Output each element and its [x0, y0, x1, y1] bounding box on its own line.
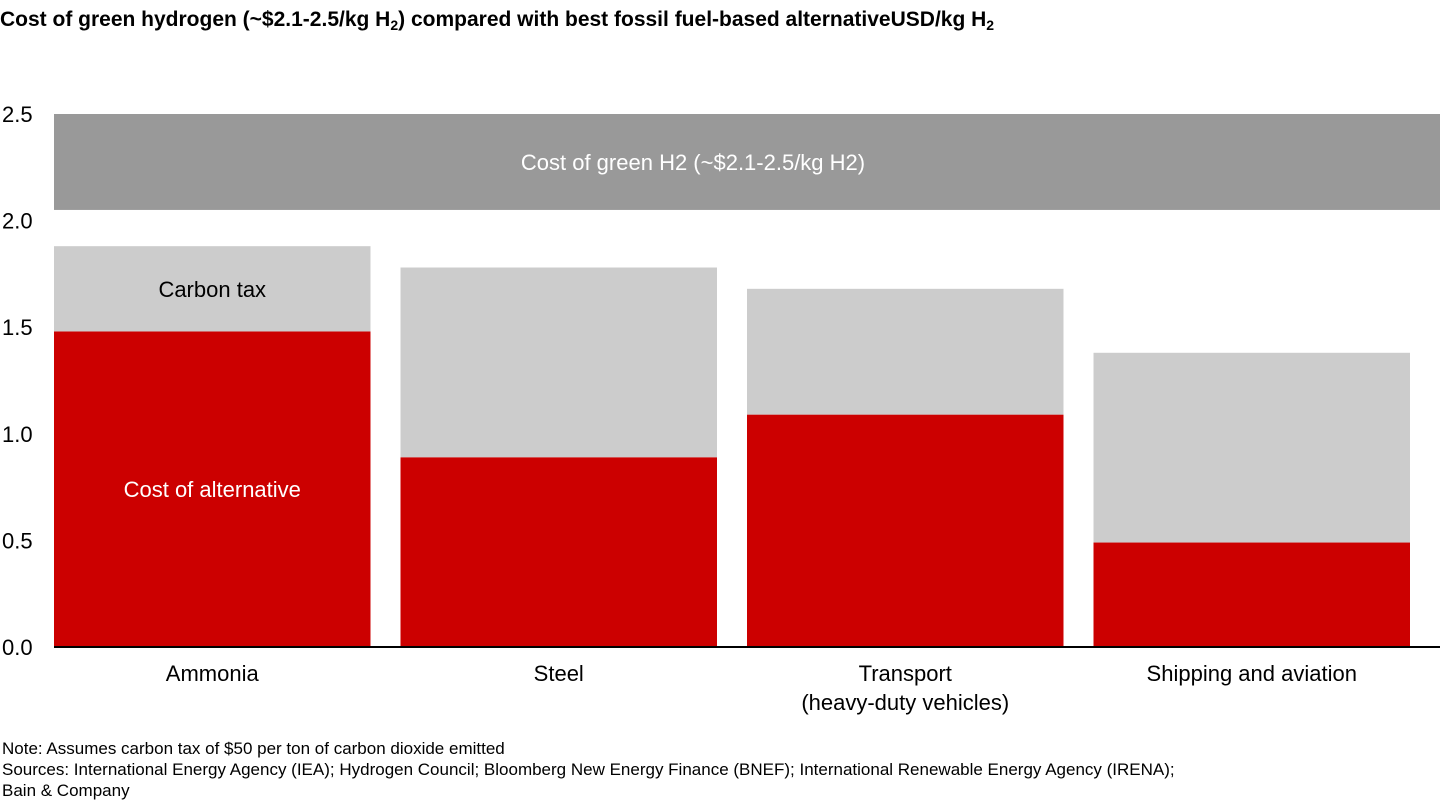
- bar-carbon-tax-2: [747, 288, 1064, 415]
- bar-alternative-1: [400, 457, 717, 647]
- y-tick-label-4: 2.0: [2, 209, 33, 234]
- stacked-bar-chart: Cost of green H2 (~$2.1-2.5/kg H2) Cost o…: [2, 102, 1440, 715]
- chart-title: Cost of green hydrogen (~$2.1-2.5/kg H2)…: [0, 8, 1440, 33]
- bar-carbon-tax-0: [54, 246, 371, 332]
- category-label-0: Ammonia: [166, 661, 260, 686]
- y-tick-label-5: 2.5: [2, 102, 33, 127]
- category-label-2: Transport: [859, 661, 952, 686]
- bar-carbon-tax-3: [1093, 352, 1410, 543]
- bar-alternative-2: [747, 414, 1064, 647]
- y-tick-label-3: 1.5: [2, 315, 33, 340]
- title-subscript: 2: [390, 17, 399, 33]
- green-h2-cost-band: [54, 114, 1440, 210]
- title-unit-subscript: 2: [986, 17, 995, 33]
- bar-alternative-0: [54, 331, 371, 647]
- chart-footnotes: Note: Assumes carbon tax of $50 per ton …: [2, 738, 1432, 801]
- title-text-continued: ) compared with best fossil fuel-based a…: [398, 8, 891, 31]
- y-tick-label-1: 0.5: [2, 528, 33, 553]
- title-unit: USD/kg H: [890, 8, 987, 31]
- series-label-cost-of-alternative: Cost of alternative: [124, 477, 301, 502]
- title-text: Cost of green hydrogen (~$2.1-2.5/kg H: [0, 8, 391, 31]
- green-h2-band-label: Cost of green H2 (~$2.1-2.5/kg H2): [521, 150, 865, 175]
- y-tick-label-0: 0.0: [2, 635, 33, 660]
- category-label-1: Steel: [534, 661, 584, 686]
- y-tick-label-2: 1.0: [2, 422, 33, 447]
- category-label-2-line2: (heavy-duty vehicles): [801, 690, 1009, 715]
- series-label-carbon-tax: Carbon tax: [158, 277, 266, 302]
- category-label-3: Shipping and aviation: [1147, 661, 1357, 686]
- sources-text-continued: Bain & Company: [2, 781, 130, 800]
- sources-text: Sources: International Energy Agency (IE…: [2, 760, 1175, 779]
- bar-alternative-3: [1093, 542, 1410, 647]
- note-text: Note: Assumes carbon tax of $50 per ton …: [2, 739, 505, 758]
- bar-carbon-tax-1: [400, 267, 717, 458]
